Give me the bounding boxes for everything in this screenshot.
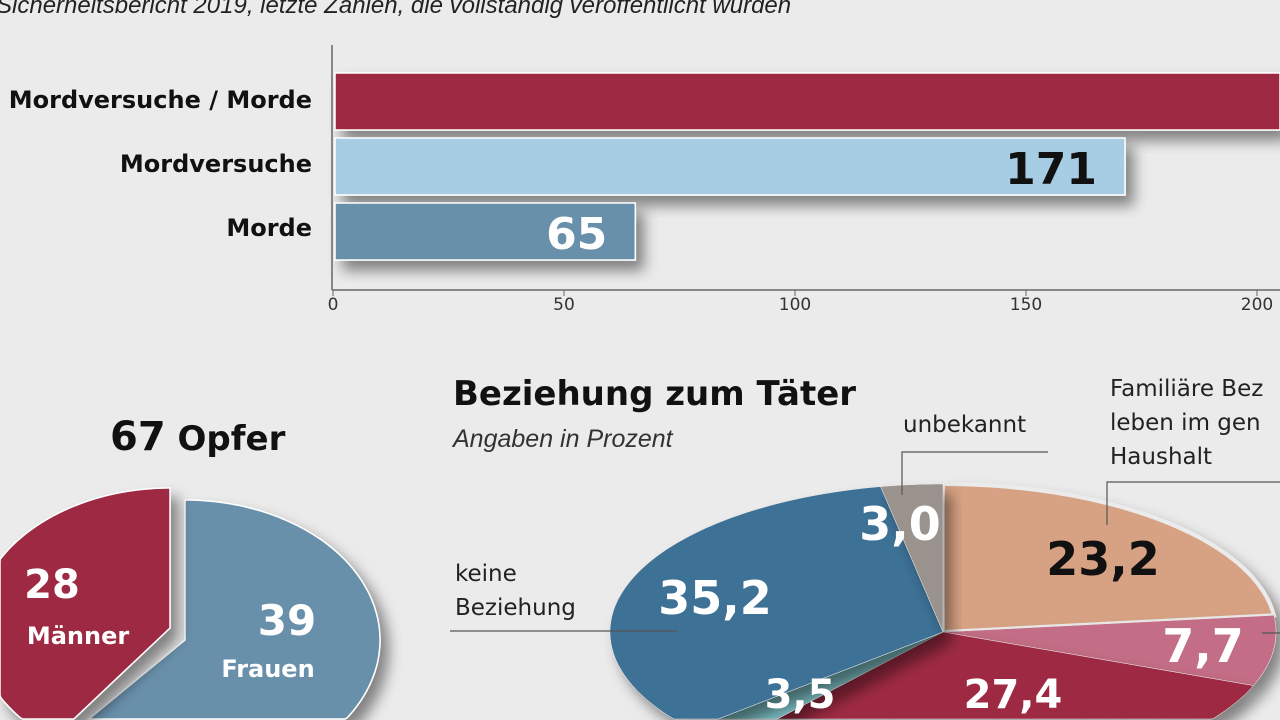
- leader-unbekannt: [901, 451, 1048, 495]
- pie2-slice-2: [776, 631, 1254, 720]
- callout-familiar: Familiäre Bez leben im gen Haushalt: [1110, 372, 1263, 474]
- x-tick-label: 50: [553, 295, 575, 315]
- relationship-subtitle: Angaben in Prozent: [453, 425, 673, 453]
- chart-subtitle: Sicherheitsbericht 2019, letzte Zahlen, …: [0, 0, 792, 19]
- victims-count: 67: [110, 414, 166, 460]
- callout-familiar-line: Familiäre Bez: [1110, 376, 1264, 402]
- bar-label-2: Morde: [226, 214, 312, 242]
- callout-keine-line: keine: [455, 561, 517, 587]
- bar-label-0: Mordversuche / Morde: [8, 86, 312, 114]
- victims-word: Opfer: [177, 419, 286, 459]
- callout-familiar-line: Haushalt: [1110, 444, 1213, 470]
- x-tick-label: 150: [1010, 295, 1042, 315]
- pie2-value-label-5: 3,0: [859, 497, 941, 551]
- bar-label-1: Mordversuche: [119, 150, 312, 178]
- callout-keine: keine Beziehung: [455, 557, 576, 625]
- x-tick-label: 0: [328, 295, 339, 315]
- leader-familiar: [1106, 481, 1280, 525]
- callout-keine-line: Beziehung: [455, 595, 576, 621]
- bar-value-label-2: 65: [546, 209, 607, 260]
- bar-1: [334, 137, 1126, 196]
- pie-slice-frauen: [86, 499, 381, 720]
- pie2-value-label-3: 3,5: [765, 672, 836, 718]
- pie-slice-maenner: [0, 487, 171, 720]
- pie2-value-label-1: 7,7: [1162, 619, 1244, 673]
- pie2-slice-4: [609, 486, 944, 720]
- callout-familiar-line: leben im gen: [1110, 410, 1261, 436]
- callout-unbekannt: unbekannt: [903, 412, 1027, 438]
- pie2-slice-5: [880, 483, 944, 633]
- pie2-value-label-2: 27,4: [964, 672, 1063, 718]
- x-tick-label: 100: [779, 295, 811, 315]
- pie1-label-maenner: Männer: [27, 622, 130, 650]
- bar-2: [334, 202, 637, 261]
- pie2-slice-0: [941, 482, 1277, 635]
- bar-0: [334, 72, 1280, 131]
- pie2-slice-1: [942, 615, 1277, 686]
- pie1-label-frauen: Frauen: [221, 655, 314, 683]
- pie2-value-label-0: 23,2: [1046, 532, 1160, 586]
- victims-title: 67 Opfer: [110, 414, 285, 460]
- bar-value-label-1: 171: [1005, 144, 1097, 195]
- pie2-value-label-4: 35,2: [658, 571, 772, 625]
- relationship-title: Beziehung zum Täter: [453, 374, 857, 414]
- pie1-value-maenner: 28: [24, 562, 80, 608]
- pie1-value-frauen: 39: [258, 596, 316, 645]
- x-tick-label: 200: [1241, 295, 1273, 315]
